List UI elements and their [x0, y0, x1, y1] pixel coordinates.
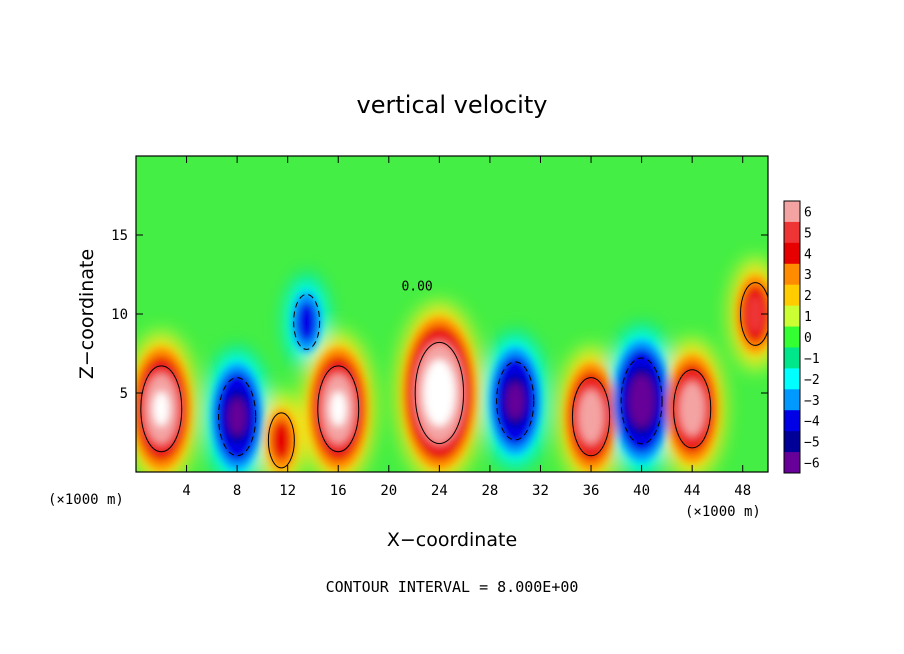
y-axis: 5 10 15 — [111, 228, 768, 402]
updraft-core — [153, 391, 170, 427]
colorbar-swatch — [784, 431, 800, 453]
x-tick-label: 16 — [330, 483, 347, 499]
y-axis-label: Z−coordinate — [76, 249, 98, 379]
colorbar-swatch — [784, 221, 800, 244]
updraft-core — [746, 295, 765, 333]
colorbar-swatch — [784, 368, 800, 390]
colorbar-swatch — [784, 452, 800, 474]
colorbar-label: 5 — [804, 226, 812, 241]
x-tick-label: 4 — [182, 483, 190, 499]
x-tick-label: 28 — [481, 483, 498, 499]
x-tick-label: 44 — [684, 483, 701, 499]
x-tick-label: 36 — [583, 483, 600, 499]
colorbar-label: −1 — [804, 352, 820, 367]
field-core-group — [136, 276, 768, 471]
contour-line — [673, 369, 712, 449]
colorbar-swatch — [784, 305, 800, 328]
x-tick-label: 40 — [633, 483, 650, 499]
contour-line — [317, 365, 360, 453]
x-tick-label: 12 — [279, 483, 296, 499]
colorbar-label: 6 — [804, 205, 812, 220]
x-axis: 4 8 12 16 20 24 28 32 36 40 44 48 — [182, 156, 751, 499]
x-tick-label: 48 — [734, 483, 751, 499]
x-tick-label: 24 — [431, 483, 448, 499]
chart-title: vertical velocity — [357, 91, 548, 119]
contour-interval-note: CONTOUR INTERVAL = 8.000E+00 — [326, 578, 579, 596]
contour-line — [496, 361, 535, 441]
downdraft-core — [506, 383, 524, 419]
contour-lines: 0.00 — [140, 279, 768, 469]
colorbar-label: 2 — [804, 289, 812, 304]
colorbar-label: 0 — [804, 331, 812, 346]
colorbar-label: −5 — [804, 436, 820, 451]
x-tick-label: 32 — [532, 483, 549, 499]
downdraft-core — [297, 301, 317, 342]
downdraft-core — [228, 398, 246, 435]
colorbar-label: 4 — [804, 247, 812, 262]
colorbar-label: 1 — [804, 310, 812, 325]
colorbar-swatch — [784, 284, 800, 307]
contour-line — [267, 412, 295, 469]
contour-label: 0.00 — [401, 279, 432, 294]
contour-line — [218, 377, 257, 457]
colorbar-swatch — [784, 201, 800, 223]
colorbar-swatch — [784, 326, 800, 348]
colorbar-swatch — [784, 410, 800, 432]
y-tick-label: 5 — [120, 386, 128, 402]
colorbar-swatch — [784, 389, 800, 411]
contour-line — [140, 365, 183, 453]
contour-line — [620, 357, 663, 445]
contour-line — [571, 377, 611, 457]
contour-line — [740, 282, 768, 346]
y-tick-label: 15 — [111, 228, 128, 244]
colorbar: 6 5 4 3 2 1 0 −1 −2 −3 −4 −5 −6 — [783, 200, 820, 474]
x-tick-label: 20 — [380, 483, 397, 499]
colorbar-swatch — [784, 263, 800, 286]
updraft-core — [271, 420, 291, 461]
colorbar-label: −3 — [804, 394, 820, 409]
plot-area: 0.00 — [136, 156, 768, 472]
colorbar-swatch — [784, 242, 800, 265]
x-unit-left: (×1000 m) — [48, 492, 124, 508]
colorbar-frame — [783, 200, 801, 474]
downdraft-core — [633, 383, 650, 419]
updraft-core — [582, 398, 600, 435]
colorbar-label: −6 — [804, 457, 820, 472]
colorbar-label: 3 — [804, 268, 812, 283]
colorbar-label: −2 — [804, 373, 820, 388]
colorbar-swatch — [784, 347, 800, 369]
x-axis-label: X−coordinate — [387, 529, 517, 551]
y-tick-label: 10 — [111, 307, 128, 323]
updraft-core — [431, 376, 448, 410]
x-unit-right: (×1000 m) — [685, 504, 761, 520]
updraft-core — [329, 391, 347, 427]
colorbar-label: −4 — [804, 415, 820, 430]
contour-line — [414, 341, 465, 445]
contour-line — [293, 293, 321, 350]
x-tick-label: 8 — [233, 483, 241, 499]
updraft-core — [683, 391, 701, 427]
